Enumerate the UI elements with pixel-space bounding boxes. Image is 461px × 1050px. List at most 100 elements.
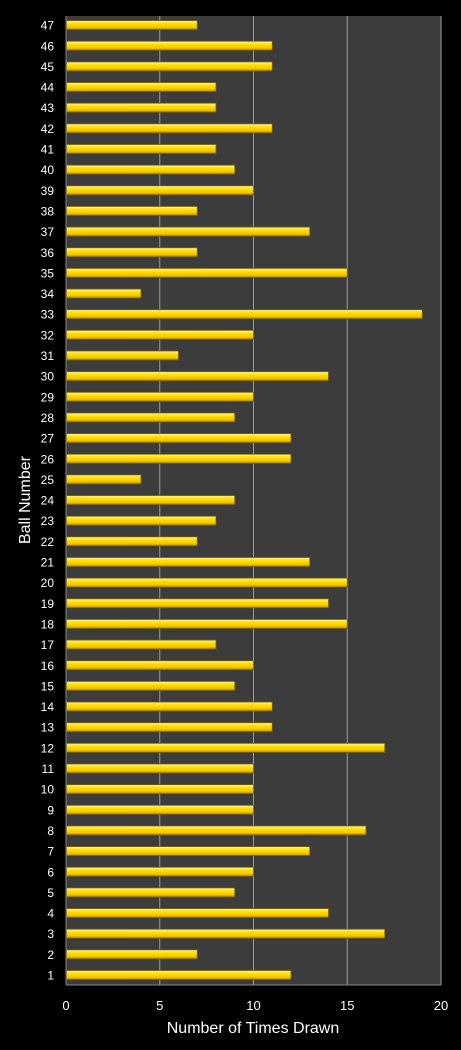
bar-ball-37 — [66, 226, 311, 237]
y-tick-label: 45 — [41, 60, 55, 74]
bar-ball-26 — [66, 453, 292, 464]
y-tick-label: 32 — [41, 328, 55, 342]
bar-ball-22 — [66, 536, 198, 547]
y-tick-label: 3 — [47, 927, 54, 941]
x-tick-label: 10 — [246, 998, 260, 1013]
bar-ball-47 — [66, 20, 198, 31]
bar-ball-11 — [66, 763, 254, 774]
bar-ball-40 — [66, 164, 236, 175]
bar-ball-29 — [66, 391, 254, 402]
y-tick-label: 21 — [41, 556, 55, 570]
x-tick-labels: 0 5 10 15 20 — [62, 998, 448, 1013]
y-tick-label: 2 — [47, 948, 54, 962]
y-tick-label: 1 — [47, 969, 54, 983]
y-tick-labels: 1234567891011121314151617181920212223242… — [41, 19, 55, 983]
y-tick-label: 40 — [41, 163, 55, 177]
y-tick-label: 18 — [41, 617, 55, 631]
y-tick-label: 47 — [41, 19, 55, 33]
bar-ball-6 — [66, 866, 254, 877]
bar-ball-34 — [66, 288, 142, 299]
bar-ball-21 — [66, 557, 311, 567]
bar-ball-20 — [66, 577, 348, 588]
bar-ball-45 — [66, 61, 273, 72]
x-tick-label: 15 — [340, 998, 354, 1013]
bar-ball-15 — [66, 681, 236, 691]
y-tick-label: 42 — [41, 122, 55, 136]
y-tick-label: 11 — [42, 762, 55, 776]
bar-ball-39 — [66, 185, 254, 196]
y-axis-title: Ball Number — [17, 455, 34, 544]
y-tick-label: 31 — [41, 349, 55, 363]
y-tick-label: 29 — [41, 390, 55, 404]
bar-ball-32 — [66, 329, 254, 340]
y-tick-label: 10 — [41, 783, 55, 797]
bar-ball-4 — [66, 908, 329, 918]
y-tick-label: 44 — [41, 81, 55, 95]
bar-ball-16 — [66, 660, 254, 671]
y-tick-label: 39 — [41, 184, 55, 198]
y-tick-label: 38 — [41, 204, 55, 218]
bar-ball-14 — [66, 701, 273, 712]
y-tick-label: 37 — [41, 225, 55, 239]
bar-ball-7 — [66, 846, 311, 856]
x-axis-title: Number of Times Drawn — [167, 1020, 340, 1037]
y-tick-label: 13 — [41, 721, 55, 735]
bar-ball-17 — [66, 639, 217, 650]
bar-ball-8 — [66, 825, 367, 836]
y-tick-label: 15 — [41, 679, 55, 693]
bar-ball-23 — [66, 515, 217, 526]
y-tick-label: 33 — [41, 308, 55, 322]
bar-ball-19 — [66, 598, 329, 609]
bar-ball-42 — [66, 123, 273, 134]
gridlines — [159, 16, 442, 985]
bar-ball-33 — [66, 309, 423, 320]
y-tick-label: 12 — [41, 741, 55, 755]
y-tick-label: 27 — [41, 432, 55, 446]
bar-ball-31 — [66, 350, 179, 361]
y-tick-label: 4 — [47, 907, 54, 921]
y-tick-label: 34 — [41, 287, 55, 301]
bar-ball-5 — [66, 887, 236, 898]
bar-ball-30 — [66, 371, 329, 382]
bar-ball-41 — [66, 144, 217, 154]
y-tick-label: 7 — [47, 845, 54, 859]
bar-ball-9 — [66, 804, 254, 815]
y-tick-label: 28 — [41, 411, 55, 425]
y-tick-label: 35 — [41, 266, 55, 280]
y-tick-label: 23 — [41, 514, 55, 528]
bar-ball-24 — [66, 495, 236, 505]
y-tick-label: 22 — [41, 535, 55, 549]
y-tick-label: 41 — [41, 143, 55, 157]
y-tick-label: 24 — [41, 494, 55, 508]
y-tick-label: 19 — [41, 597, 55, 611]
y-tick-label: 14 — [41, 700, 55, 714]
x-tick-label: 0 — [62, 998, 69, 1013]
y-tick-label: 46 — [41, 39, 55, 53]
y-tick-label: 9 — [47, 803, 54, 817]
bar-ball-35 — [66, 267, 348, 278]
bar-ball-43 — [66, 102, 217, 113]
y-tick-label: 17 — [41, 638, 55, 652]
bar-ball-28 — [66, 412, 236, 423]
bar-ball-10 — [66, 784, 254, 795]
bar-ball-27 — [66, 433, 292, 444]
bar-ball-25 — [66, 474, 142, 485]
y-tick-label: 16 — [41, 659, 55, 673]
bar-ball-3 — [66, 928, 386, 939]
bar-ball-44 — [66, 82, 217, 92]
y-tick-label: 25 — [41, 473, 55, 487]
y-tick-label: 8 — [47, 824, 54, 838]
y-tick-label: 36 — [41, 246, 55, 260]
x-tick-label: 20 — [434, 998, 448, 1013]
y-tick-label: 26 — [41, 452, 55, 466]
bar-ball-1 — [66, 970, 292, 980]
bar-ball-46 — [66, 40, 273, 51]
bar-ball-12 — [66, 742, 386, 753]
bar-ball-38 — [66, 206, 198, 216]
y-tick-label: 20 — [41, 576, 55, 590]
bar-ball-36 — [66, 247, 198, 258]
y-tick-label: 5 — [47, 886, 54, 900]
bar-ball-2 — [66, 949, 198, 960]
